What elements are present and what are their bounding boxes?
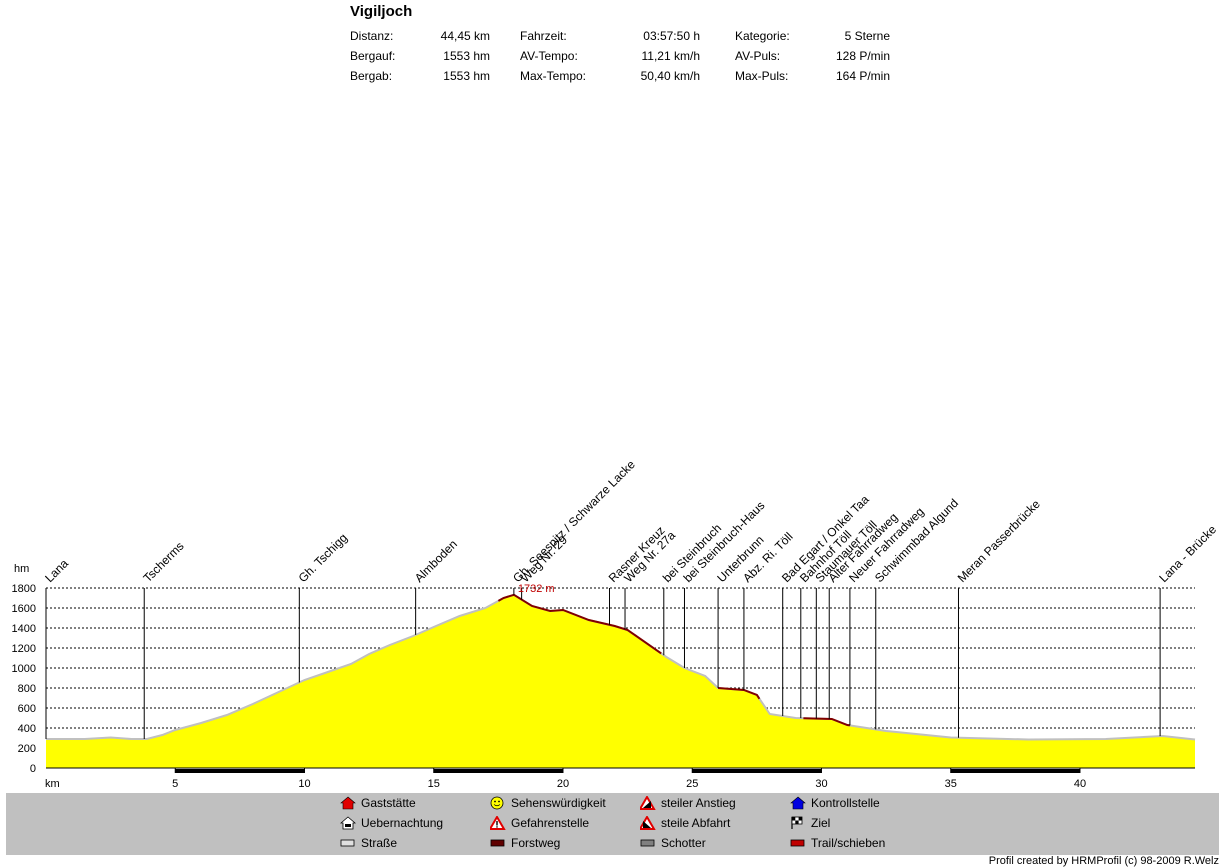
legend-item: Trail/schieben	[790, 836, 885, 850]
y-tick-label: 1800	[12, 583, 36, 595]
waypoint-label: Almboden	[412, 537, 460, 585]
waypoint-label: Lana	[42, 556, 71, 585]
x-tick-label: 10	[298, 778, 310, 790]
waypoint-label: Tscherms	[140, 539, 186, 585]
gravel-swatch	[640, 836, 656, 850]
stat-label: Max-Puls:	[735, 69, 789, 83]
climb-icon	[638, 795, 656, 810]
checkpoint-icon	[790, 796, 806, 810]
y-tick-label: 0	[30, 763, 36, 775]
stat-label: Fahrzeit:	[520, 29, 567, 43]
stat-label: Kategorie:	[735, 29, 790, 43]
y-tick-label: 1200	[12, 643, 36, 655]
smiley-icon	[490, 796, 506, 810]
surface-bar-segment	[175, 769, 305, 773]
trail-segment	[803, 717, 851, 727]
stat-value: 5 Sterne	[844, 29, 890, 43]
stat-label: Bergauf:	[350, 49, 396, 63]
stat-value: 50,40 km/h	[640, 69, 700, 83]
x-tick-label: 15	[428, 778, 440, 790]
legend-item: steiler Anstieg	[638, 795, 736, 810]
stat-label: Max-Tempo:	[520, 69, 587, 83]
stat-label: Bergab:	[350, 69, 393, 83]
y-tick-label: 1600	[12, 603, 36, 615]
stat-value: 11,21 km/h	[641, 49, 700, 63]
legend-item: steile Abfahrt	[638, 815, 730, 830]
x-axis-label: km	[45, 778, 60, 790]
flag-icon	[790, 816, 806, 830]
waypoint-label: Meran Passerbrücke	[955, 497, 1043, 585]
stat-value: 44,45 km	[440, 29, 490, 43]
legend-item: Gaststätte	[340, 796, 416, 810]
x-tick-label: 5	[172, 778, 178, 790]
trail-segment	[497, 593, 662, 655]
stat-value: 1553 hm	[443, 69, 490, 83]
y-tick-label: 1400	[12, 623, 36, 635]
x-tick-label: 25	[686, 778, 698, 790]
x-tick-label: 30	[815, 778, 827, 790]
trail-swatch	[790, 836, 806, 850]
y-tick-label: 800	[18, 683, 36, 695]
stat-value: 1553 hm	[443, 49, 490, 63]
x-tick-label: 35	[945, 778, 957, 790]
warning-icon	[488, 815, 506, 830]
stat-value: 164 P/min	[835, 69, 890, 83]
legend-item: Sehenswürdigkeit	[490, 796, 606, 810]
route-title: Vigiljoch	[350, 3, 413, 20]
road-swatch	[340, 836, 356, 850]
axes: 5 10 15 20 25 30 35 40	[46, 767, 1195, 790]
max-elevation-label: 1732 m	[518, 583, 555, 595]
bed-icon	[339, 816, 357, 830]
stat-label: AV-Puls:	[735, 49, 781, 63]
legend-item: Schotter	[640, 836, 706, 850]
y-tick-label: 400	[18, 723, 36, 735]
waypoint-label: Gh. Tschigg	[296, 531, 351, 586]
stat-label: Distanz:	[350, 29, 394, 43]
legend-item: Uebernachtung	[339, 816, 443, 830]
legend-item: Forstweg	[490, 836, 560, 850]
waypoint-label: Lana - Brücke	[1156, 522, 1219, 585]
elevation-area	[46, 594, 1195, 768]
y-tick-label: 600	[18, 703, 36, 715]
legend: Gaststätte Uebernachtung Straße Sehenswü…	[6, 793, 1219, 855]
legend-item: Gefahrenstelle	[488, 815, 589, 830]
stat-value: 03:57:50 h	[643, 29, 700, 43]
y-tick-label: 200	[18, 743, 36, 755]
forest-swatch	[490, 836, 506, 850]
stat-label: AV-Tempo:	[520, 49, 578, 63]
y-tick-label: 1000	[12, 663, 36, 675]
legend-item: Kontrollstelle	[790, 796, 880, 810]
trail-segment	[718, 687, 761, 700]
x-tick-label: 20	[557, 778, 569, 790]
surface-bar-segment	[433, 769, 563, 773]
legend-item: Ziel	[790, 816, 830, 830]
legend-item: Straße	[340, 836, 397, 850]
restaurant-icon	[340, 796, 356, 810]
surface-bar-segment	[950, 769, 1080, 773]
trail-highlight	[497, 593, 851, 727]
elevation-profile-chart: 0 200 400 600 800 1000 1200 1400 1600 1800 Lana Ts…	[12, 457, 1220, 790]
x-tick-label: 40	[1074, 778, 1086, 790]
stat-value: 128 P/min	[835, 49, 890, 63]
descent-icon	[638, 815, 656, 830]
surface-bar-segment	[692, 769, 822, 773]
y-axis-label: hm	[14, 563, 29, 575]
credit-text: Profil created by HRMProfil (c) 98-2009 …	[988, 855, 1219, 867]
